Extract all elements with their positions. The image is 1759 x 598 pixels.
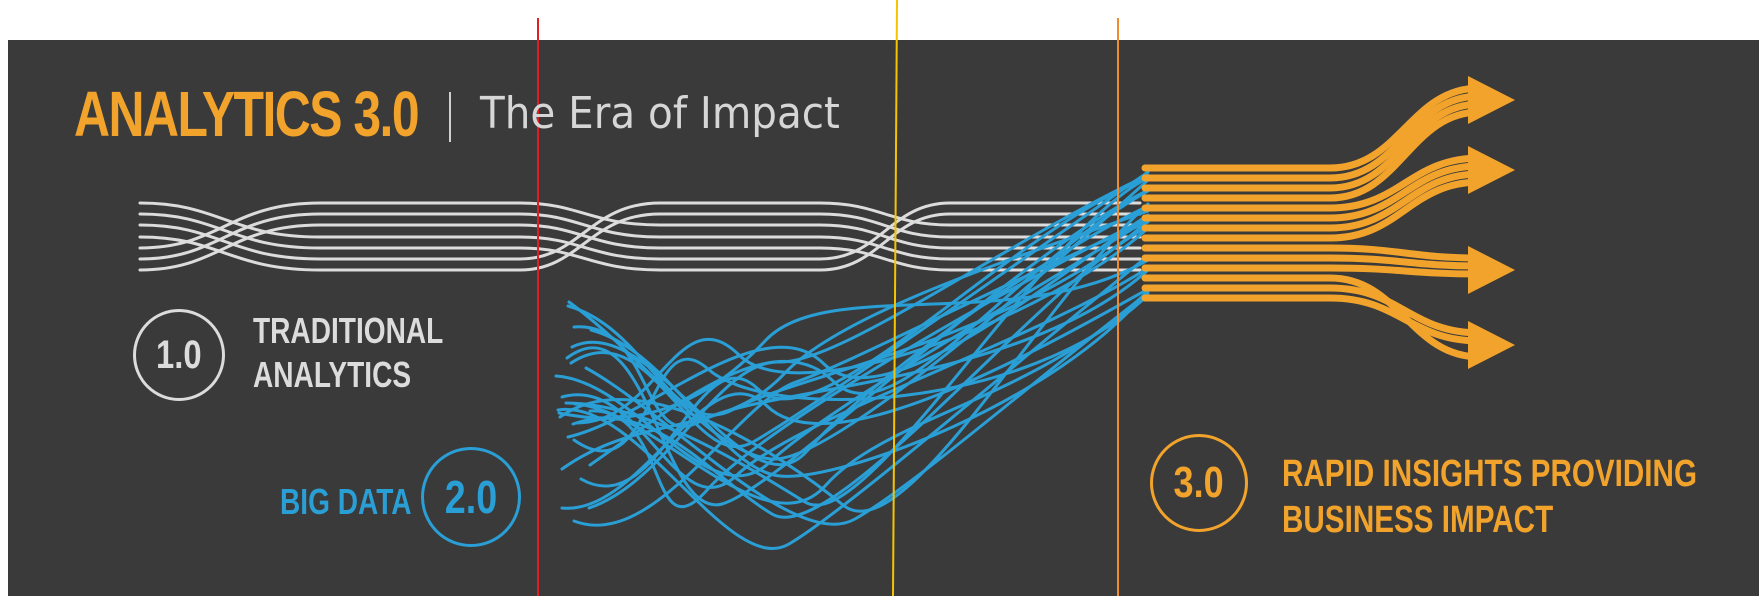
yellow-marker-line: [892, 0, 898, 597]
traditional-analytics-lines: [138, 201, 1142, 272]
big-data-line: [556, 254, 1150, 550]
arrow-head-icon: [1468, 76, 1515, 124]
big-data-lines: [554, 170, 1150, 550]
impact-line: [1141, 92, 1484, 182]
traditional-line: [138, 223, 1142, 272]
big-data-line: [569, 170, 1150, 449]
big-data-line: [560, 287, 1150, 510]
impact-line: [1141, 284, 1484, 337]
page-subtitle: The Era of Impact: [480, 88, 840, 139]
impact-line: [1141, 84, 1484, 172]
arrow-head-icon: [1468, 321, 1515, 369]
stage-3-badge: 3.0: [1150, 434, 1248, 532]
arrow-head-icon: [1468, 146, 1515, 194]
stage-2-number: 2.0: [444, 471, 498, 523]
impact-line: [1141, 244, 1484, 262]
impact-line: [1141, 170, 1484, 232]
big-data-line: [560, 266, 1150, 489]
stage-2-badge: 2.0: [421, 447, 521, 547]
impact-line: [1141, 178, 1484, 242]
impact-line: [1141, 154, 1484, 212]
stage-1-badge: 1.0: [133, 309, 225, 401]
stage-1-label-line1: TRADITIONAL: [253, 310, 444, 351]
impact-line: [1141, 162, 1484, 222]
big-data-line: [565, 188, 1150, 507]
stage-1-number: 1.0: [156, 332, 202, 377]
impact-line: [1141, 264, 1484, 278]
arrow-head-icon: [1468, 246, 1515, 294]
big-data-line: [589, 288, 1150, 478]
title-divider: [449, 92, 451, 142]
traditional-line: [138, 201, 1142, 261]
impact-arrows: [1468, 76, 1515, 369]
big-data-line: [554, 217, 1150, 478]
traditional-line: [138, 212, 1142, 272]
traditional-line: [138, 212, 1142, 261]
impact-line: [1141, 254, 1484, 270]
impact-line: [1141, 100, 1484, 192]
big-data-line: [566, 213, 1150, 439]
stage-3-label-line2: BUSINESS IMPACT: [1282, 499, 1554, 541]
big-data-line: [587, 173, 1150, 510]
stage-1-label-line2: ANALYTICS: [253, 354, 412, 395]
big-data-line: [588, 216, 1150, 509]
big-data-line: [558, 202, 1150, 513]
traditional-line: [138, 201, 1142, 250]
traditional-line: [138, 201, 1142, 261]
stage-2-label: BIG DATA: [280, 481, 412, 522]
impact-line: [1141, 294, 1484, 345]
page-title: ANALYTICS 3.0: [74, 78, 420, 150]
stage-3-number: 3.0: [1173, 458, 1225, 507]
impact-lines: [1141, 84, 1484, 361]
stage-3-label-line1: RAPID INSIGHTS PROVIDING: [1282, 453, 1698, 495]
big-data-line: [572, 220, 1150, 527]
big-data-line: [573, 289, 1150, 505]
impact-line: [1141, 108, 1484, 202]
